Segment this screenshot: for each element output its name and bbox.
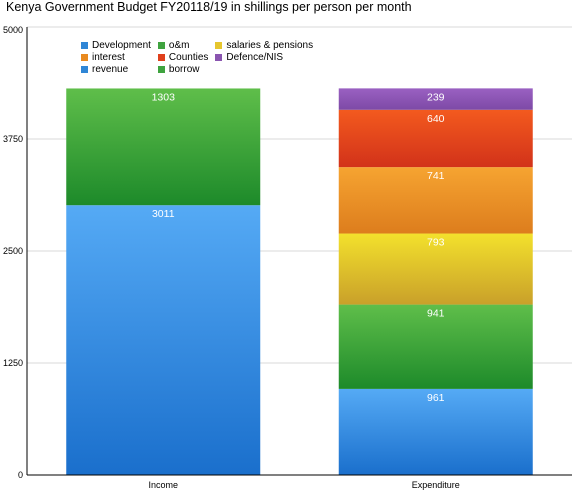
legend-item-revenue: revenue <box>81 63 151 75</box>
legend-item-counties: Counties <box>157 51 209 63</box>
legend-label: Development <box>92 39 151 51</box>
legend-item-interest: interest <box>81 51 151 63</box>
legend-item-development: Development <box>81 39 151 51</box>
legend-swatch <box>81 41 88 49</box>
bar-expenditure-salaries-pensions <box>338 233 533 305</box>
legend-item-defence-nis: Defence/NIS <box>215 51 313 63</box>
axes: 0 1250 2500 3750 5000 Income Expenditure <box>3 25 572 490</box>
legend-swatch <box>215 41 223 49</box>
bar-expenditure-counties <box>338 109 533 168</box>
x-tick-label: Income <box>148 480 178 490</box>
bar-income-revenue <box>66 205 261 475</box>
y-tick-label: 1250 <box>3 358 23 368</box>
legend-item-salaries-pensions: salaries & pensions <box>215 39 313 51</box>
legend-label: salaries & pensions <box>226 39 314 51</box>
y-tick-label: 2500 <box>3 246 23 256</box>
data-label: 1303 <box>152 91 176 103</box>
bar-expenditure-development <box>338 388 533 475</box>
legend-swatch <box>81 65 88 73</box>
bar-income-borrow <box>66 88 261 206</box>
legend-swatch <box>157 65 165 73</box>
y-tick-label: 0 <box>18 470 23 480</box>
bars <box>66 88 533 475</box>
legend-swatch <box>157 41 165 49</box>
legend-label: Defence/NIS <box>226 51 284 63</box>
legend-label: o&m <box>168 39 190 51</box>
data-labels: 3011 1303 961 941 793 741 640 239 <box>152 91 445 404</box>
bar-expenditure-interest <box>338 167 533 234</box>
bar-expenditure-o-m <box>338 304 533 389</box>
chart-title: Kenya Government Budget FY20118/19 in sh… <box>6 0 412 14</box>
data-label: 941 <box>427 308 445 320</box>
data-label: 741 <box>427 170 445 182</box>
y-tick-label: 5000 <box>3 25 23 35</box>
legend-swatch <box>157 53 165 61</box>
legend-label: interest <box>92 51 125 63</box>
data-label: 3011 <box>152 208 175 220</box>
legend-item-borrow: borrow <box>157 63 208 75</box>
legend-label: Counties <box>168 51 209 63</box>
legend: Development o&m salaries & pensions interes… <box>81 39 313 75</box>
bar-expenditure-defence-nis <box>338 88 533 110</box>
data-label: 793 <box>427 237 445 249</box>
y-tick-label: 3750 <box>3 134 23 144</box>
legend-label: borrow <box>168 63 200 75</box>
data-label: 961 <box>427 392 445 404</box>
data-label: 640 <box>427 113 445 125</box>
legend-swatch <box>215 53 223 61</box>
x-tick-label: Expenditure <box>412 480 460 490</box>
data-label: 239 <box>427 91 445 103</box>
legend-label: revenue <box>92 63 129 75</box>
legend-swatch <box>81 53 88 61</box>
legend-item-o-m: o&m <box>157 39 208 51</box>
